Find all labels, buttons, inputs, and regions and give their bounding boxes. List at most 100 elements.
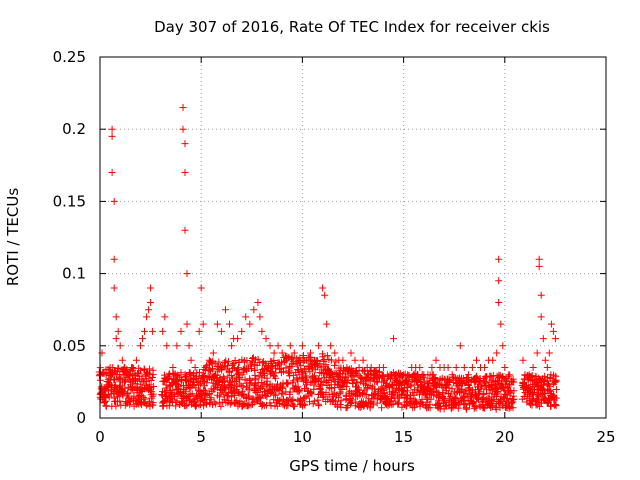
band-point xyxy=(276,396,284,404)
band-point xyxy=(178,398,186,406)
x-tick-label: 20 xyxy=(495,428,514,446)
band-point xyxy=(413,377,420,385)
band-point xyxy=(116,371,124,378)
data-point xyxy=(428,364,436,371)
dense-data-band xyxy=(95,350,560,413)
band-point xyxy=(143,401,151,409)
data-point xyxy=(139,335,146,343)
band-point xyxy=(347,400,354,408)
band-point xyxy=(545,380,552,388)
data-point xyxy=(448,371,456,379)
band-point xyxy=(214,367,222,375)
data-point xyxy=(468,364,476,371)
data-point xyxy=(456,342,464,350)
band-point xyxy=(380,378,387,386)
band-point xyxy=(403,384,411,392)
data-point xyxy=(147,284,155,292)
band-point xyxy=(474,394,482,402)
band-point xyxy=(124,390,131,398)
data-point xyxy=(108,132,116,140)
band-point xyxy=(310,381,318,389)
band-point xyxy=(235,375,243,383)
data-point xyxy=(547,320,555,328)
band-point xyxy=(369,401,377,409)
band-point xyxy=(149,392,157,400)
band-point xyxy=(223,373,231,381)
x-tick-label: 0 xyxy=(95,428,105,446)
band-point xyxy=(319,393,327,401)
band-point xyxy=(337,397,345,405)
data-point xyxy=(278,349,286,357)
data-point xyxy=(307,349,314,357)
y-tick-label: 0.25 xyxy=(53,48,86,66)
data-point xyxy=(132,356,140,364)
band-point xyxy=(418,372,426,380)
band-point xyxy=(181,375,189,383)
band-point xyxy=(482,379,490,387)
data-point xyxy=(238,327,246,335)
band-point xyxy=(552,376,560,384)
band-point xyxy=(320,393,328,401)
data-point xyxy=(432,356,440,364)
band-point xyxy=(288,354,296,362)
y-tick-label: 0 xyxy=(76,409,86,427)
band-point xyxy=(454,404,462,412)
band-point xyxy=(117,382,125,390)
band-point xyxy=(328,396,336,404)
band-point xyxy=(136,367,144,375)
band-point xyxy=(529,389,537,396)
data-point xyxy=(187,356,195,364)
data-point xyxy=(205,356,213,364)
data-point xyxy=(179,104,187,111)
data-point xyxy=(327,342,335,350)
band-point xyxy=(245,392,253,400)
band-point xyxy=(445,384,453,392)
band-point xyxy=(110,376,118,384)
band-point xyxy=(293,355,301,363)
band-point xyxy=(316,385,324,392)
band-point xyxy=(244,402,252,410)
band-point xyxy=(327,356,335,364)
band-point xyxy=(477,385,485,393)
band-point xyxy=(480,378,488,385)
data-point xyxy=(149,327,157,335)
y-tick-label: 0.1 xyxy=(62,265,86,283)
band-point xyxy=(225,358,232,366)
band-point xyxy=(378,372,386,380)
data-point xyxy=(495,255,503,263)
band-point xyxy=(509,395,517,403)
data-point xyxy=(242,313,250,321)
data-point xyxy=(464,371,472,379)
band-point xyxy=(286,372,294,380)
band-point xyxy=(217,402,225,410)
band-point xyxy=(328,374,336,382)
band-point xyxy=(221,359,228,367)
data-point xyxy=(551,335,559,343)
data-point xyxy=(195,327,203,335)
chart-title: Day 307 of 2016, Rate Of TEC Index for r… xyxy=(154,18,550,36)
data-points xyxy=(96,104,559,393)
band-point xyxy=(150,383,158,390)
band-point xyxy=(284,380,292,388)
data-point xyxy=(181,226,189,234)
band-point xyxy=(278,383,286,391)
data-point xyxy=(541,356,549,364)
band-point xyxy=(378,385,386,393)
band-point xyxy=(203,379,211,387)
band-point xyxy=(231,357,239,364)
data-point xyxy=(254,299,262,306)
band-point xyxy=(231,377,239,385)
data-point xyxy=(355,364,363,371)
band-point xyxy=(547,402,554,410)
data-point xyxy=(163,342,171,350)
band-point xyxy=(300,352,307,359)
band-point xyxy=(280,367,287,375)
band-point xyxy=(177,369,185,377)
band-point xyxy=(284,401,292,409)
band-point xyxy=(336,390,344,398)
data-point xyxy=(183,270,191,278)
band-point xyxy=(552,394,560,402)
data-point xyxy=(302,356,310,364)
data-point xyxy=(266,342,274,350)
band-point xyxy=(404,379,412,387)
